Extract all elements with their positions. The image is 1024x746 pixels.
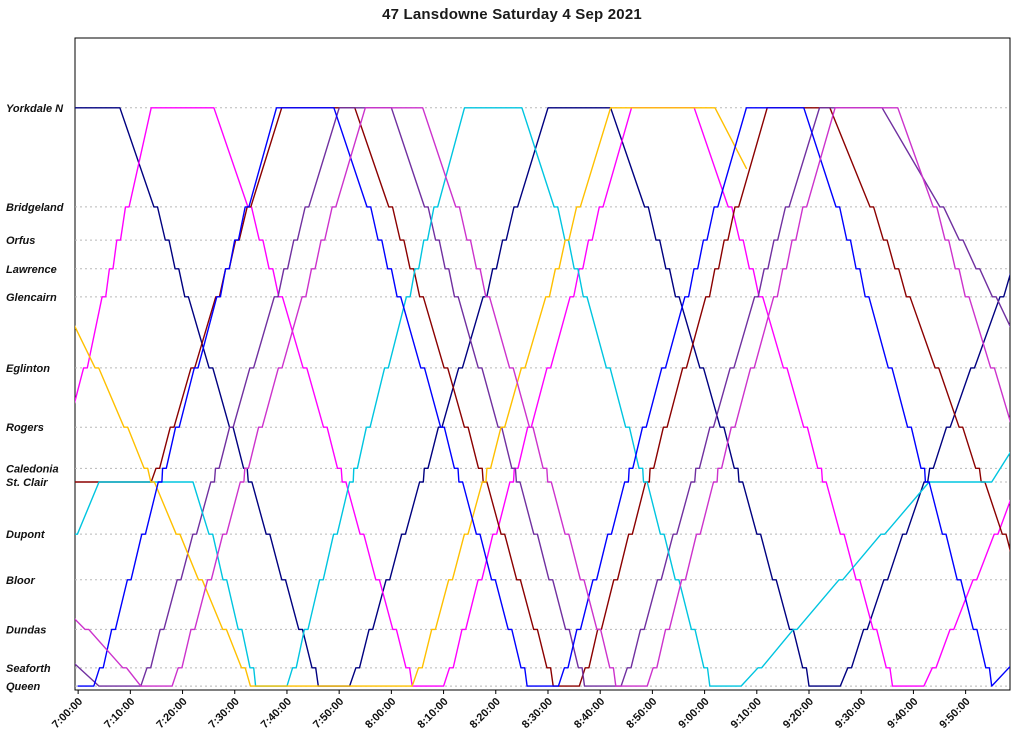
x-axis-label: 9:20:00 [781,696,816,731]
y-axis-label-bridgeland: Bridgeland [6,202,64,214]
y-axis-label-st-clair: St. Clair [6,477,48,489]
trip-line-bus-8 [75,107,1010,687]
y-axis-label-queen: Queen [6,681,41,693]
x-axis-label: 9:40:00 [885,696,920,731]
x-axis-label: 8:40:00 [572,696,607,731]
x-axis-label: 7:10:00 [102,696,137,731]
trip-line-bus-2 [75,107,1010,687]
y-axis-label-glencairn: Glencairn [6,292,57,304]
y-axis-label-lawrence: Lawrence [6,264,57,276]
x-axis-label: 9:50:00 [937,696,972,731]
x-axis-label: 8:00:00 [363,696,398,731]
trip-line-bus-6 [75,107,748,687]
y-axis-label-yorkdale-n: Yorkdale N [6,103,64,115]
trip-line-bus-1 [75,107,1010,687]
chart-title: 47 Lansdowne Saturday 4 Sep 2021 [382,6,642,23]
x-axis-label: 8:10:00 [415,696,450,731]
y-axis-label-orfus: Orfus [6,235,35,247]
x-axis-label: 8:30:00 [520,696,555,731]
y-axis-label-rogers: Rogers [6,422,44,434]
y-axis-label-eglinton: Eglinton [6,363,50,375]
x-axis-label: 7:20:00 [154,696,189,731]
plot-area [74,37,1011,691]
x-axis-label: 9:10:00 [729,696,764,731]
x-axis-label: 8:20:00 [468,696,503,731]
x-axis-label: 8:50:00 [624,696,659,731]
x-axis-label: 7:30:00 [207,696,242,731]
y-axis-label-dundas: Dundas [6,624,46,636]
y-axis-label-caledonia: Caledonia [6,463,59,475]
trip-line-bus-5 [75,107,1010,687]
x-axis-label: 7:40:00 [259,696,294,731]
trip-line-bus-4 [75,107,1010,687]
x-axis-label: 7:50:00 [311,696,346,731]
y-axis-label-bloor: Bloor [6,575,35,587]
x-axis-label: 9:30:00 [833,696,868,731]
trip-line-bus-7 [77,107,1010,687]
y-axis-label-dupont: Dupont [6,529,46,541]
x-axis-label: 7:00:00 [50,696,85,731]
y-axis-label-seaforth: Seaforth [6,663,51,675]
x-axis-label: 9:00:00 [676,696,711,731]
